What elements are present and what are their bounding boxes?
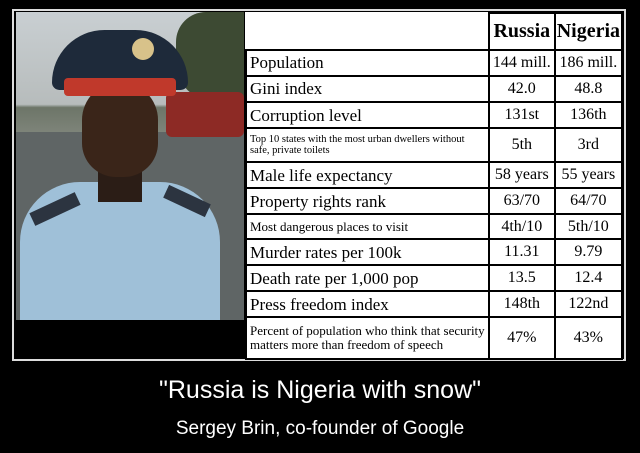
nigeria-value: 55 years [553, 161, 624, 190]
russia-value: 63/70 [487, 187, 556, 216]
table-row: Male life expectancy 58 years 55 years [245, 161, 624, 190]
nigeria-value: 64/70 [553, 187, 624, 216]
nigeria-value: 3rd [553, 127, 624, 164]
nigeria-value: 9.79 [553, 238, 624, 267]
nigeria-value: 12.4 [553, 264, 624, 293]
table-row: Murder rates per 100k 11.31 9.79 [245, 238, 624, 267]
header-blank [246, 13, 489, 51]
nigeria-value: 43% [553, 316, 624, 360]
nigeria-value: 48.8 [553, 74, 624, 104]
row-label: Gini index [245, 74, 490, 104]
russia-value: 11.31 [487, 238, 556, 267]
row-label: Male life expectancy [245, 161, 490, 190]
table-row: Population 144 mill. 186 mill. [245, 48, 624, 77]
photo-officer-in-uniform [16, 12, 244, 320]
row-label: Corruption level [245, 100, 490, 130]
nigeria-value: 186 mill. [553, 48, 624, 77]
table-row: Property rights rank 63/70 64/70 [245, 187, 624, 216]
table-row: Corruption level 131st 136th [245, 100, 624, 130]
row-label: Percent of population who think that sec… [245, 316, 490, 360]
table-row: Percent of population who think that sec… [245, 316, 624, 360]
row-label: Population [245, 48, 490, 77]
russia-value: 144 mill. [487, 48, 556, 77]
table-row: Death rate per 1,000 pop 13.5 12.4 [245, 264, 624, 293]
quote-title: "Russia is Nigeria with snow" [158, 376, 482, 404]
table-row: Press freedom index 148th 122nd [245, 290, 624, 319]
row-label: Death rate per 1,000 pop [245, 264, 490, 293]
row-label: Top 10 states with the most urban dwelle… [245, 127, 490, 164]
russia-value: 58 years [487, 161, 556, 190]
header-nigeria: Nigeria [553, 12, 624, 51]
nigeria-value: 5th/10 [553, 213, 624, 241]
row-label: Most dangerous places to visit [245, 213, 490, 241]
russia-value: 148th [487, 290, 556, 319]
row-label: Murder rates per 100k [245, 238, 490, 267]
row-label: Property rights rank [245, 187, 490, 216]
table-row: Most dangerous places to visit 4th/10 5th/… [245, 213, 624, 241]
comparison-table: Russia Nigeria Population 144 mill. 186 mi… [245, 12, 624, 360]
nigeria-value: 122nd [553, 290, 624, 319]
russia-value: 42.0 [487, 74, 556, 104]
russia-value: 4th/10 [487, 213, 556, 241]
quote-attribution: Sergey Brin, co-founder of Google [175, 418, 465, 439]
table-row: Top 10 states with the most urban dwelle… [245, 127, 624, 164]
russia-value: 13.5 [487, 264, 556, 293]
russia-value: 131st [487, 100, 556, 130]
header-russia: Russia [487, 12, 556, 51]
russia-value: 5th [487, 127, 556, 164]
nigeria-value: 136th [553, 100, 624, 130]
row-label: Press freedom index [245, 290, 490, 319]
table-row: Gini index 42.0 48.8 [245, 74, 624, 104]
table-header-row: Russia Nigeria [246, 12, 624, 51]
russia-value: 47% [487, 316, 556, 360]
